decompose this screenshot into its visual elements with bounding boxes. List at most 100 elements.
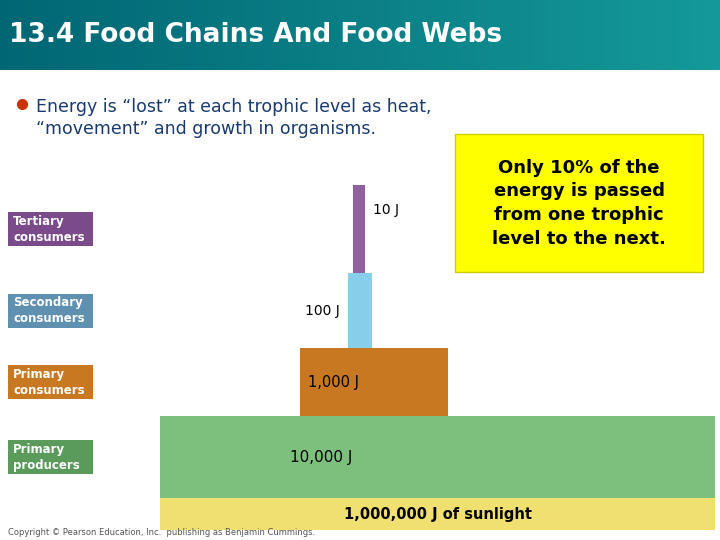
Bar xyxy=(455,134,703,272)
Bar xyxy=(353,0,360,70)
Bar xyxy=(86,0,94,70)
Bar xyxy=(706,0,713,70)
Text: Secondary
consumers: Secondary consumers xyxy=(13,296,85,325)
Bar xyxy=(626,0,634,70)
Bar xyxy=(655,0,662,70)
Text: Energy is “lost” at each trophic level as heat,: Energy is “lost” at each trophic level a… xyxy=(36,98,431,116)
Bar xyxy=(8,294,93,328)
Text: 13.4 Food Chains And Food Webs: 13.4 Food Chains And Food Webs xyxy=(9,22,502,48)
Bar xyxy=(446,0,454,70)
Bar xyxy=(533,0,540,70)
Bar xyxy=(58,0,65,70)
Bar xyxy=(317,0,324,70)
Bar xyxy=(288,0,295,70)
Bar xyxy=(300,348,448,416)
Bar xyxy=(425,0,432,70)
Text: “movement” and growth in organisms.: “movement” and growth in organisms. xyxy=(36,120,376,138)
Bar xyxy=(432,0,439,70)
Bar xyxy=(158,0,166,70)
Text: Primary
consumers: Primary consumers xyxy=(13,368,85,396)
Bar xyxy=(72,0,79,70)
Bar xyxy=(360,0,367,70)
Bar xyxy=(331,0,338,70)
Bar xyxy=(648,0,655,70)
Bar xyxy=(540,0,547,70)
Bar xyxy=(281,0,288,70)
Text: Copyright © Pearson Education, Inc.  publishing as Benjamin Cummings.: Copyright © Pearson Education, Inc. publ… xyxy=(8,528,315,537)
Bar xyxy=(590,0,598,70)
Bar xyxy=(8,440,93,474)
Bar xyxy=(310,0,317,70)
Bar xyxy=(348,273,372,348)
Bar xyxy=(209,0,216,70)
Bar xyxy=(144,0,151,70)
Bar xyxy=(634,0,641,70)
Bar xyxy=(160,498,715,530)
Bar xyxy=(374,0,382,70)
Bar xyxy=(353,185,365,273)
Bar xyxy=(202,0,209,70)
Text: 10,000 J: 10,000 J xyxy=(290,449,352,464)
Bar xyxy=(511,0,518,70)
Bar xyxy=(576,0,583,70)
Bar xyxy=(36,0,43,70)
Bar xyxy=(518,0,526,70)
Bar xyxy=(418,0,425,70)
Bar xyxy=(101,0,108,70)
Text: 1,000,000 J of sunlight: 1,000,000 J of sunlight xyxy=(343,507,531,522)
Bar xyxy=(504,0,511,70)
Bar xyxy=(173,0,180,70)
Bar xyxy=(22,0,29,70)
Bar xyxy=(684,0,691,70)
Bar xyxy=(252,0,259,70)
Bar xyxy=(65,0,72,70)
Bar xyxy=(619,0,626,70)
Bar xyxy=(562,0,569,70)
Bar xyxy=(569,0,576,70)
Bar xyxy=(274,0,281,70)
Bar xyxy=(389,0,396,70)
Bar xyxy=(187,0,194,70)
Bar xyxy=(266,0,274,70)
Bar xyxy=(605,0,612,70)
Bar xyxy=(8,212,93,246)
Bar xyxy=(598,0,605,70)
Bar xyxy=(302,0,310,70)
Text: Tertiary
consumers: Tertiary consumers xyxy=(13,214,85,244)
Bar xyxy=(338,0,346,70)
Bar xyxy=(691,0,698,70)
Bar xyxy=(324,0,331,70)
Bar xyxy=(662,0,670,70)
Bar xyxy=(641,0,648,70)
Bar xyxy=(238,0,245,70)
Bar xyxy=(130,0,137,70)
Bar xyxy=(7,0,14,70)
Text: 10 J: 10 J xyxy=(373,203,399,217)
Bar xyxy=(295,0,302,70)
Bar xyxy=(454,0,461,70)
Bar xyxy=(583,0,590,70)
Bar xyxy=(346,0,353,70)
Bar xyxy=(245,0,252,70)
Bar xyxy=(216,0,223,70)
Bar xyxy=(439,0,446,70)
Bar xyxy=(382,0,389,70)
Bar xyxy=(367,0,374,70)
Bar xyxy=(490,0,497,70)
Bar xyxy=(79,0,86,70)
Bar xyxy=(115,0,122,70)
Bar xyxy=(230,0,238,70)
Bar xyxy=(612,0,619,70)
Bar xyxy=(108,0,115,70)
Bar xyxy=(461,0,468,70)
Bar xyxy=(410,0,418,70)
Text: Only 10% of the
energy is passed
from one trophic
level to the next.: Only 10% of the energy is passed from on… xyxy=(492,159,666,247)
Text: 100 J: 100 J xyxy=(305,303,340,318)
Bar xyxy=(698,0,706,70)
Bar xyxy=(223,0,230,70)
Bar xyxy=(137,0,144,70)
Bar xyxy=(50,0,58,70)
Bar xyxy=(0,0,7,70)
Bar xyxy=(94,0,101,70)
Bar xyxy=(670,0,677,70)
